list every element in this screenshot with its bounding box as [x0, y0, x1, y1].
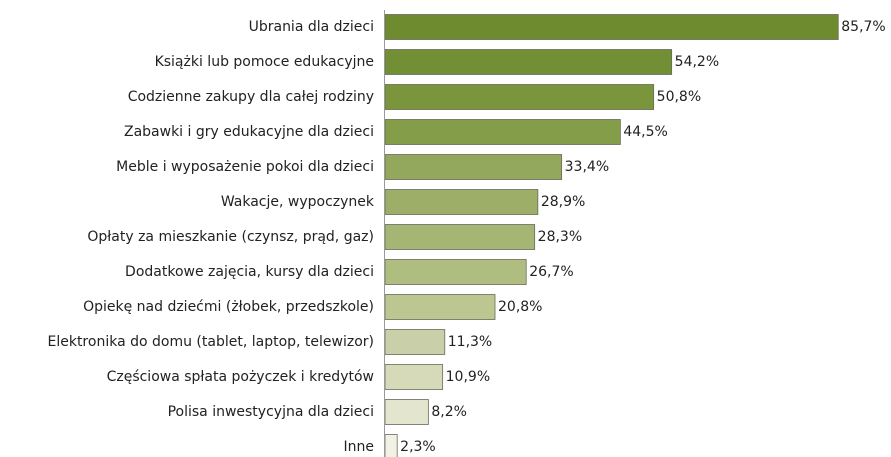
bar — [384, 434, 398, 457]
bar — [384, 189, 539, 215]
bar — [384, 84, 655, 110]
bar — [384, 329, 446, 355]
bar — [384, 49, 673, 75]
category-label: Książki lub pomoce edukacyjne — [155, 54, 374, 70]
value-label: 33,4% — [565, 159, 609, 175]
value-label: 54,2% — [675, 54, 719, 70]
value-label: 20,8% — [498, 299, 542, 315]
bar — [384, 154, 563, 180]
value-label: 2,3% — [400, 439, 436, 455]
category-label: Meble i wyposażenie pokoi dla dzieci — [116, 159, 374, 175]
category-label: Zabawki i gry edukacyjne dla dzieci — [124, 124, 374, 140]
value-label: 11,3% — [448, 334, 492, 350]
category-label: Codzienne zakupy dla całej rodziny — [128, 89, 374, 105]
category-label: Elektronika do domu (tablet, laptop, tel… — [47, 334, 374, 350]
value-label: 28,3% — [538, 229, 582, 245]
value-label: 85,7% — [841, 19, 885, 35]
bar — [384, 259, 527, 285]
category-label: Opłaty za mieszkanie (czynsz, prąd, gaz) — [87, 229, 374, 245]
value-label: 8,2% — [431, 404, 467, 420]
category-label: Dodatkowe zajęcia, kursy dla dzieci — [125, 264, 374, 280]
category-label: Wakacje, wypoczynek — [221, 194, 375, 210]
value-label: 50,8% — [657, 89, 701, 105]
category-label: Częściowa spłata pożyczek i kredytów — [107, 369, 374, 385]
category-label: Polisa inwestycyjna dla dzieci — [168, 404, 374, 420]
bar — [384, 119, 621, 145]
bar — [384, 14, 839, 40]
category-label: Opiekę nad dziećmi (żłobek, przedszkole) — [83, 299, 374, 315]
category-label: Ubrania dla dzieci — [249, 19, 374, 35]
bar — [384, 294, 496, 320]
value-label: 10,9% — [446, 369, 490, 385]
value-label: 44,5% — [623, 124, 667, 140]
value-label: 28,9% — [541, 194, 585, 210]
bar — [384, 399, 429, 425]
bar — [384, 224, 536, 250]
bar — [384, 364, 444, 390]
value-label: 26,7% — [529, 264, 573, 280]
category-label: Inne — [344, 439, 375, 455]
